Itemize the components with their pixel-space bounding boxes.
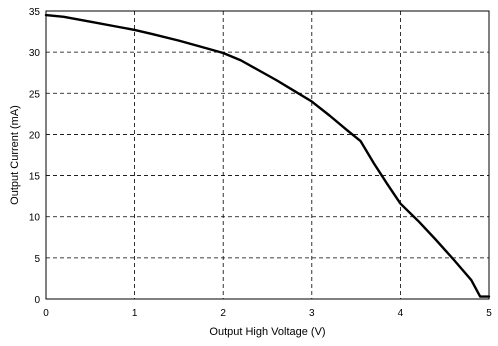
y-tick-label: 25 <box>29 89 41 100</box>
x-tick-label: 5 <box>486 308 492 319</box>
y-tick-label: 5 <box>34 254 40 265</box>
y-tick-label: 10 <box>29 213 41 224</box>
x-tick-label: 0 <box>43 308 49 319</box>
y-tick-label: 0 <box>34 295 40 306</box>
series-line-output-current <box>44 13 491 298</box>
x-axis-label: Output High Voltage (V) <box>209 326 325 338</box>
x-tick-label: 3 <box>309 308 315 319</box>
y-axis-label: Output Current (mA) <box>9 105 21 205</box>
y-tick-labels: 0 5 10 15 20 25 30 35 <box>29 7 41 306</box>
plot-frame <box>45 10 490 300</box>
x-tick-labels: 0 1 2 3 4 5 <box>43 308 492 319</box>
x-tick-label: 2 <box>220 308 226 319</box>
x-tick-label: 4 <box>398 308 404 319</box>
x-tick-label: 1 <box>132 308 138 319</box>
y-tick-label: 20 <box>29 130 41 141</box>
y-tick-label: 15 <box>29 172 41 183</box>
y-tick-label: 35 <box>29 7 41 18</box>
y-tick-label: 30 <box>29 48 41 59</box>
grid-lines <box>46 11 489 299</box>
